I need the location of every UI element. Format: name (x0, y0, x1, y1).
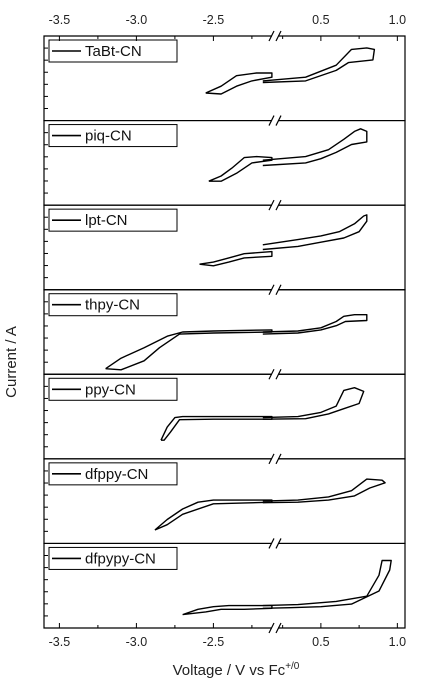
legend-label: thpy-CN (85, 297, 140, 314)
cv-curve-oxidation (262, 214, 368, 251)
cv-curve-reduction (105, 329, 273, 371)
y-axis-title: Current / A (3, 326, 20, 398)
panel-frame-left (43, 542, 272, 629)
legend-box (48, 39, 178, 63)
legend-label: ppy-CN (85, 381, 136, 398)
cv-curve-oxidation (262, 128, 368, 167)
cv-curve-oxidation (262, 387, 365, 420)
legend-box (48, 377, 178, 401)
panel-tabt-cn: TaBt-CN (43, 30, 406, 126)
legend-lpt-cn: lpt-CN (48, 208, 178, 232)
cv-curve-oxidation (262, 478, 386, 504)
x-tick-label-bottom: 1.0 (389, 635, 406, 649)
axis-break-mark (275, 622, 282, 634)
cv-curve-reduction (154, 499, 273, 531)
legend-ppy-cn: ppy-CN (48, 377, 178, 401)
legend-box (48, 208, 178, 232)
legend-tabt-cn: TaBt-CN (48, 39, 178, 63)
x-tick-label-top: 0.5 (312, 13, 329, 27)
x-tick-label-top: -3.5 (49, 13, 71, 27)
legend-label: dfppy-CN (85, 466, 148, 483)
legend-box (48, 462, 178, 486)
x-tick-label-bottom: -2.5 (203, 635, 225, 649)
cv-curve-reduction (199, 250, 273, 267)
axis-break-mark (275, 30, 282, 42)
panels-group: TaBt-CN piq-CN lpt-CN thpy-CN ppy-CN dfppy-CN… (43, 30, 406, 634)
cv-curve-oxidation (262, 559, 392, 609)
axis-break-mark (268, 30, 275, 42)
axis-break-mark (268, 622, 275, 634)
legend-label: piq-CN (85, 128, 132, 145)
panel-frame-right (278, 542, 406, 629)
cv-curve-oxidation (262, 314, 368, 335)
legend-box (48, 546, 178, 570)
legend-box (48, 293, 178, 317)
legend-box (48, 124, 178, 148)
legend-label: TaBt-CN (85, 43, 142, 60)
cv-curve-reduction (205, 72, 273, 95)
x-tick-label-top: -3.0 (126, 13, 148, 27)
x-axis-ticks: -3.5 -3.5 -3.0 -3.0 -2.5 -2.5 0.5 0.5 1.0 1.0 (49, 13, 406, 649)
legend-label: lpt-CN (85, 212, 128, 229)
x-tick-label-top: 1.0 (389, 13, 406, 27)
x-tick-label-top: -2.5 (203, 13, 225, 27)
cv-curve-reduction (208, 155, 273, 182)
cv-curve-oxidation (262, 47, 376, 84)
x-tick-label-bottom: 0.5 (312, 635, 329, 649)
x-axis-title-superscript: +/0 (285, 661, 300, 672)
legend-dfppy-cn: dfppy-CN (48, 462, 178, 486)
legend-thpy-cn: thpy-CN (48, 293, 178, 317)
panel-dfpypy-cn: dfpypy-CN (43, 542, 406, 634)
panel-thpy-cn: thpy-CN (43, 289, 406, 380)
legend-dfpypy-cn: dfpypy-CN (48, 546, 178, 570)
x-axis-title-main: Voltage / V vs Fc (173, 662, 286, 679)
x-tick-label-bottom: -3.0 (126, 635, 148, 649)
legend-piq-cn: piq-CN (48, 124, 178, 148)
x-tick-label-bottom: -3.5 (49, 635, 71, 649)
x-axis-title: Voltage / V vs Fc+/0 (173, 661, 300, 679)
legend-label: dfpypy-CN (85, 550, 156, 567)
